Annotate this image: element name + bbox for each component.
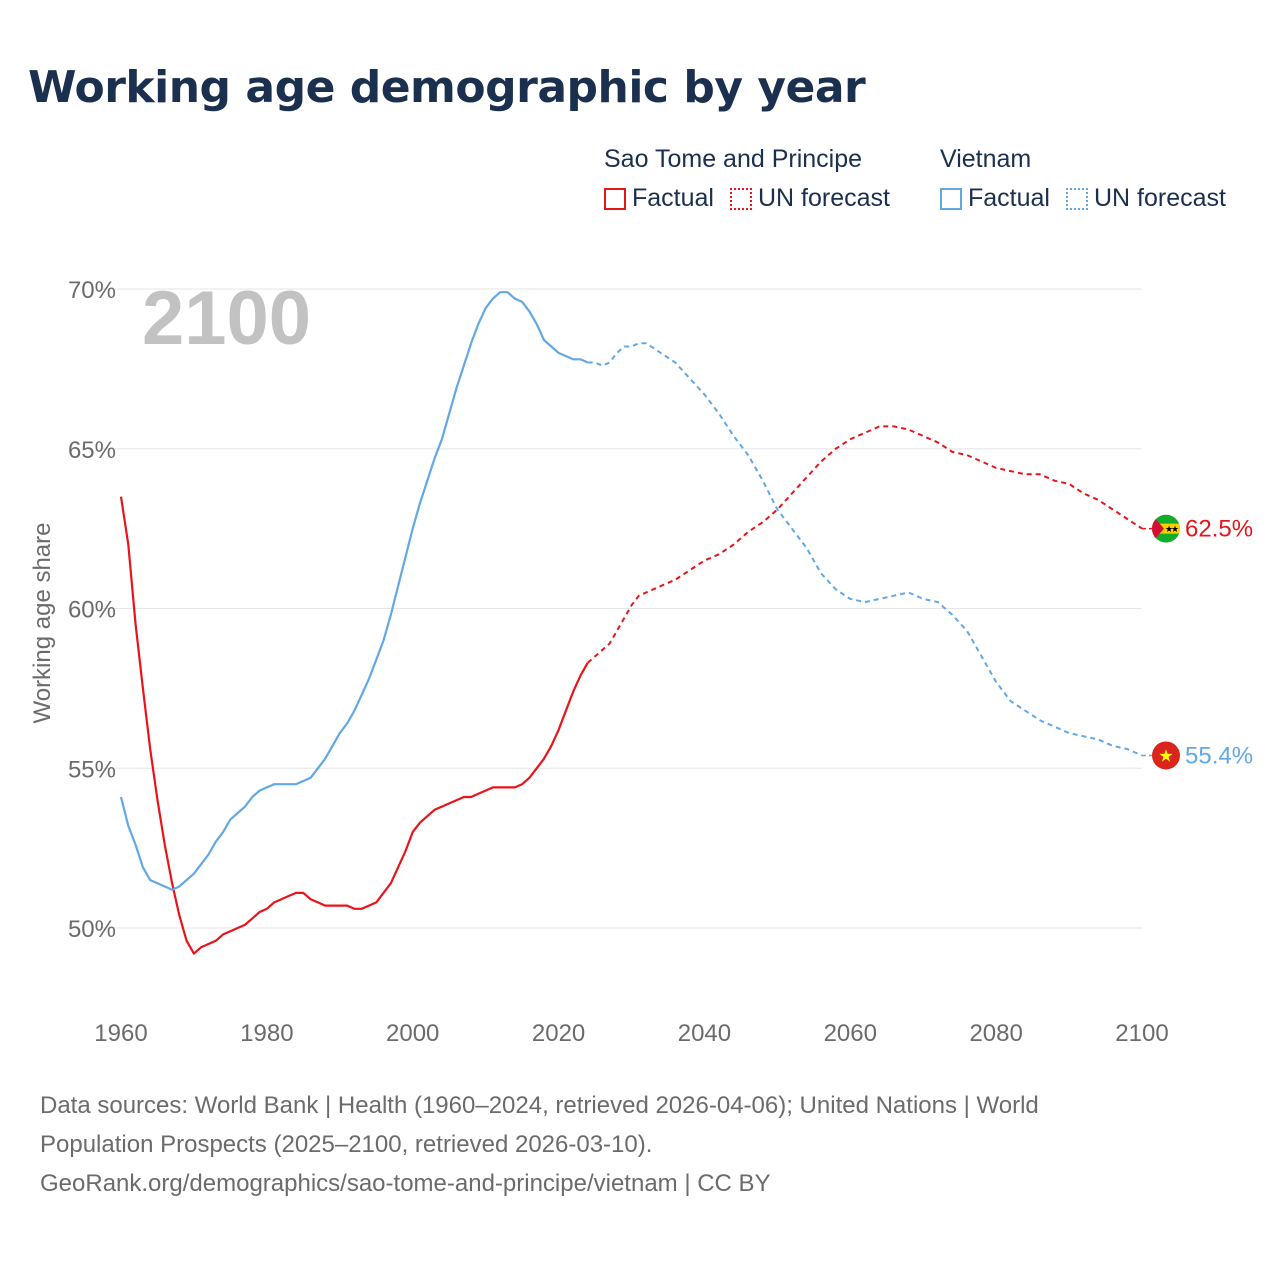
line-chart: 2100 Working age share 50% 55% 60% 65% 70% 19… <box>29 276 1253 1047</box>
flag-red-triangle <box>1152 514 1164 543</box>
end-value-label: 55.4% <box>1185 742 1253 769</box>
legend-group-title: Vietnam <box>940 145 1032 173</box>
x-tick-label: 2060 <box>824 1020 877 1047</box>
end-value-label: 62.5% <box>1185 516 1253 543</box>
series-line-vn-forecast[interactable] <box>587 342 1143 757</box>
y-tick-label: 50% <box>68 916 116 943</box>
y-tick-label: 60% <box>68 597 116 624</box>
flag-star: ★ <box>1165 524 1173 534</box>
series-line-vn-factual[interactable] <box>119 291 589 891</box>
legend-group-vietnam: Vietnam Factual UN forecast <box>940 142 1226 213</box>
year-watermark: 2100 <box>142 276 311 361</box>
legend-item-label: Factual <box>632 184 714 212</box>
legend-group-sao-tome: Sao Tome and Principe Factual UN forecas… <box>604 142 890 213</box>
series-line-stp-factual[interactable] <box>119 496 589 955</box>
y-tick-label: 55% <box>68 756 116 783</box>
flag-body: ★★ <box>1152 514 1180 543</box>
x-tick-label: 2080 <box>969 1020 1022 1047</box>
y-axis-title: Working age share <box>29 523 56 724</box>
legend-swatch-dotted <box>729 187 752 210</box>
legend-swatch-solid <box>604 187 626 210</box>
legend-item-vn-forecast[interactable]: UN forecast <box>1065 184 1226 213</box>
data-sources-footer: Data sources: World Bank | Health (1960–… <box>40 1086 1240 1203</box>
x-tick-label: 1960 <box>94 1020 147 1047</box>
legend-item-label: UN forecast <box>1093 184 1226 212</box>
x-tick-label: 1980 <box>240 1020 293 1047</box>
legend-group-title: Sao Tome and Principe <box>604 145 863 173</box>
flag-yellow-band <box>1152 523 1180 534</box>
legend-item-label: UN forecast <box>757 184 890 212</box>
flag-star: ★ <box>1158 746 1173 765</box>
series-line-stp-forecast[interactable] <box>587 425 1143 664</box>
vietnam-flag-icon: ★ <box>1152 741 1180 770</box>
x-tick-label: 2100 <box>1115 1020 1168 1047</box>
footer-line: Data sources: World Bank | Health (1960–… <box>40 1092 1039 1119</box>
legend-item-label: Factual <box>968 184 1050 212</box>
legend-item-vn-factual[interactable]: Factual <box>940 184 1050 213</box>
chart-title: Working age demographic by year <box>28 62 866 113</box>
y-tick-label: 65% <box>68 437 116 464</box>
x-tick-label: 2000 <box>386 1020 439 1047</box>
flag-red-disc <box>1152 741 1180 770</box>
footer-source-link[interactable]: GeoRank.org/demographics/sao-tome-and-pr… <box>40 1170 771 1197</box>
x-tick-label: 2020 <box>532 1020 585 1047</box>
legend-swatch-dotted <box>1065 187 1088 210</box>
legend-swatch-solid <box>940 187 962 210</box>
y-tick-label: 70% <box>68 277 116 304</box>
sao-tome-flag-icon: ★★ <box>1152 514 1180 543</box>
legend-item-stp-forecast[interactable]: UN forecast <box>729 184 890 213</box>
legend-item-stp-factual[interactable]: Factual <box>604 184 714 213</box>
flag-star: ★ <box>1171 524 1179 534</box>
x-tick-label: 2040 <box>678 1020 731 1047</box>
footer-line: Population Prospects (2025–2100, retriev… <box>40 1131 653 1158</box>
